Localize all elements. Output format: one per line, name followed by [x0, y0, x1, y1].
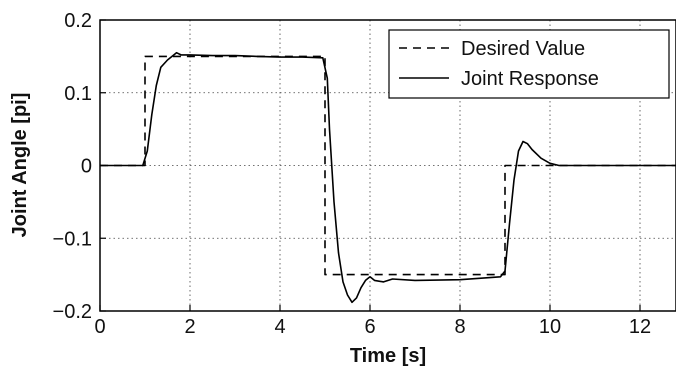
y-axis-title: Joint Angle [pi] — [9, 93, 31, 238]
series-group — [100, 51, 676, 304]
x-tick-label: 4 — [274, 316, 285, 338]
y-tick-label: 0.2 — [64, 10, 92, 32]
legend-label-desired: Desired Value — [461, 38, 585, 60]
x-tick-label: 8 — [454, 316, 465, 338]
series-joint-response-line — [100, 51, 676, 304]
x-tick-label: 6 — [364, 316, 375, 338]
tick-labels: 0 2 4 6 8 10 12 0.2 0.1 0 −0.1 −0.2 — [53, 10, 652, 338]
ticks — [99, 19, 641, 312]
x-tick-label: 0 — [94, 316, 105, 338]
legend-box — [388, 29, 670, 99]
series-desired-value-line — [100, 55, 676, 276]
y-tick-label: 0 — [81, 156, 92, 178]
y-tick-label: −0.1 — [53, 228, 92, 250]
y-tick-label: 0.1 — [64, 83, 92, 105]
x-tick-label: 2 — [184, 316, 195, 338]
legend-label-response: Joint Response — [461, 68, 599, 90]
x-axis-title: Time [s] — [350, 345, 426, 367]
x-tick-label: 10 — [539, 316, 561, 338]
legend: Desired Value Joint Response — [388, 29, 670, 99]
y-tick-label: −0.2 — [53, 301, 92, 323]
x-tick-label: 12 — [629, 316, 651, 338]
